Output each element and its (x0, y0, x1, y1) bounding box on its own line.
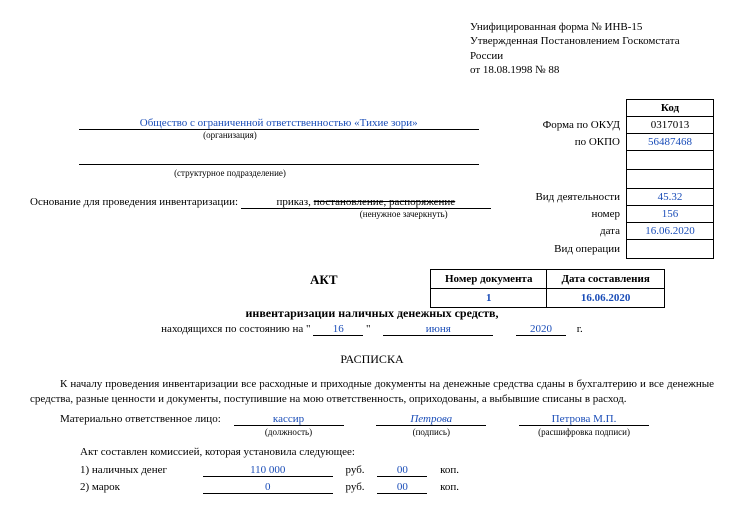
row1-kop: 00 (377, 464, 427, 477)
empty-cell (627, 170, 714, 189)
state-year: 2020 (516, 323, 566, 336)
year-suffix: г. (577, 323, 583, 335)
sig-label: Материально ответственное лицо: (60, 413, 221, 425)
empty-cell (627, 151, 714, 170)
date-value: 16.06.2020 (627, 223, 714, 240)
org-sub: (организация) (30, 130, 430, 140)
doc-num: 1 (431, 289, 547, 308)
org-name: Общество с ограниченной ответственностью… (79, 117, 479, 130)
raspiska-title: РАСПИСКА (30, 352, 714, 367)
kop-label: коп. (440, 464, 459, 476)
state-line: находящихся по состоянию на " 16 " июня … (30, 323, 714, 336)
sig-sign: Петрова (376, 413, 486, 426)
dept-line (79, 152, 479, 165)
header-line1: Унифицированная форма № ИНВ-15 (470, 20, 714, 34)
basis-plain: приказ, (276, 196, 310, 208)
operation-label: Вид операции (527, 240, 626, 259)
sig-decode: Петрова М.П. (519, 413, 649, 426)
dept-sub: (структурное подразделение) (30, 168, 430, 178)
okpo-label: по ОКПО (527, 134, 626, 151)
row1-rub: 110 000 (203, 464, 333, 477)
kop-label2: коп. (440, 481, 459, 493)
row2-rub: 0 (203, 481, 333, 494)
commission-text: Акт составлен комиссией, которая установ… (80, 446, 714, 458)
sig-decode-sub: (расшифровка подписи) (538, 427, 630, 437)
okpo-value: 56487468 (627, 134, 714, 151)
row2-label: 2) марок (80, 481, 200, 493)
akt-subtitle: инвентаризации наличных денежных средств… (30, 306, 714, 321)
commission-row2: 2) марок 0 руб. 00 коп. (80, 481, 714, 494)
basis-struck: постановление, распоряжение (314, 196, 456, 208)
row2-kop: 00 (377, 481, 427, 494)
doc-date: 16.06.2020 (547, 289, 664, 308)
basis-label: Основание для проведения инвентаризации: (30, 196, 238, 208)
code-table: Код Форма по ОКУД0317013 по ОКПО56487468… (527, 99, 714, 259)
basis-sub: (ненужное зачеркнуть) (280, 209, 530, 219)
header-line3: от 18.08.1998 № 88 (470, 63, 714, 77)
signature-row: Материально ответственное лицо: кассир (… (60, 413, 714, 438)
sig-position-sub: (должность) (265, 427, 312, 437)
number-value: 156 (627, 206, 714, 223)
state-month: июня (383, 323, 493, 336)
state-prefix: находящихся по состоянию на " (161, 323, 310, 335)
activity-value: 45.32 (627, 189, 714, 206)
okud-label: Форма по ОКУД (527, 117, 626, 134)
header-line2: Утвержденная Постановлением Госкомстата … (470, 34, 714, 63)
state-day: 16 (313, 323, 363, 336)
kod-header: Код (627, 100, 714, 117)
rub-label: руб. (346, 464, 365, 476)
raspiska-body: К началу проведения инвентаризации все р… (30, 377, 714, 407)
okud-value: 0317013 (627, 117, 714, 134)
sig-sign-sub: (подпись) (413, 427, 450, 437)
number-label: номер (527, 206, 626, 223)
rub-label2: руб. (346, 481, 365, 493)
activity-label: Вид деятельности (527, 189, 626, 206)
date-label: дата (527, 223, 626, 240)
basis-value: приказ, постановление, распоряжение (241, 196, 491, 209)
state-quote: " (366, 323, 371, 335)
row1-label: 1) наличных денег (80, 464, 200, 476)
operation-value (627, 240, 714, 259)
form-header: Унифицированная форма № ИНВ-15 Утвержден… (470, 20, 714, 77)
sig-position: кассир (234, 413, 344, 426)
commission-row1: 1) наличных денег 110 000 руб. 00 коп. (80, 464, 714, 477)
